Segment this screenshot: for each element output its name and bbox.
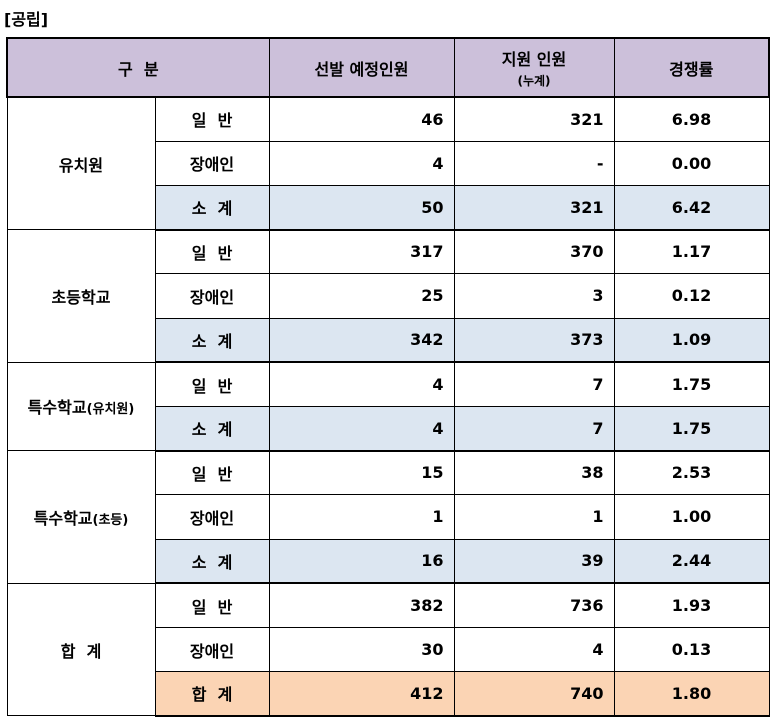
group-name-qualifier: (초등) bbox=[92, 512, 129, 528]
row-type: 일 반 bbox=[154, 582, 270, 628]
planned-count: 30 bbox=[268, 626, 455, 673]
competition-ratio: 6.98 bbox=[613, 96, 770, 142]
group-name: 특수학교 bbox=[33, 508, 93, 528]
table-row: 특수학교(초등) 일 반 15 38 2.53 bbox=[6, 450, 770, 584]
applicant-count: 736 bbox=[453, 582, 615, 628]
table-body: 유치원 일 반 46 321 6.98 장애인 4-0.00 소 계 50 321 6.42 초등학교… bbox=[6, 96, 770, 717]
row-type: 장애인 bbox=[154, 626, 270, 673]
planned-count: 412 bbox=[268, 671, 455, 717]
group-label: 초등학교 bbox=[6, 229, 156, 363]
table-row: 장애인 25 3 0.12 bbox=[7, 273, 770, 319]
planned-count: 16 bbox=[268, 538, 455, 585]
header-row: 구 분 선발 예정인원 지원 인원 (누계) 경쟁률 bbox=[6, 37, 770, 98]
group-label: 특수학교(초등) bbox=[6, 450, 156, 584]
competition-ratio: 1.17 bbox=[613, 229, 770, 275]
applicant-count: 373 bbox=[453, 317, 615, 364]
table-row: 합 계 412 740 1.80 bbox=[7, 671, 770, 717]
applicant-count: 38 bbox=[453, 450, 615, 496]
group-name: 합 계 bbox=[60, 641, 102, 661]
row-type: 소 계 bbox=[154, 405, 270, 452]
competition-ratio: 0.12 bbox=[613, 273, 770, 319]
table-row: 초등학교 일 반 317 370 1.17 bbox=[6, 229, 770, 363]
group-name: 특수학교 bbox=[27, 398, 87, 418]
planned-count: 50 bbox=[268, 184, 455, 231]
row-type: 일 반 bbox=[154, 96, 270, 142]
applicant-count: - bbox=[453, 140, 615, 186]
planned-count: 4 bbox=[268, 361, 455, 407]
competition-rate-table: 구 분 선발 예정인원 지원 인원 (누계) 경쟁률 유치원 일 반 46 321 6.… bbox=[6, 37, 770, 717]
planned-count: 382 bbox=[268, 582, 455, 628]
row-type: 장애인 bbox=[154, 140, 270, 186]
planned-count: 46 bbox=[268, 96, 455, 142]
planned-count: 25 bbox=[268, 273, 455, 319]
row-type: 합 계 bbox=[154, 671, 270, 717]
applicant-count: 3 bbox=[453, 273, 615, 319]
table-row: 장애인 4-0.00 bbox=[7, 140, 770, 186]
competition-ratio: 2.53 bbox=[613, 450, 770, 496]
group-name-qualifier: (유치원) bbox=[86, 402, 135, 418]
row-type: 소 계 bbox=[154, 317, 270, 364]
table-caption: [공립] bbox=[4, 10, 49, 29]
planned-count: 1 bbox=[268, 494, 455, 540]
competition-ratio: 1.75 bbox=[613, 405, 770, 452]
row-type: 일 반 bbox=[154, 229, 270, 275]
competition-ratio: 1.80 bbox=[613, 671, 770, 717]
header-planned: 선발 예정인원 bbox=[268, 37, 455, 98]
group-name: 유치원 bbox=[58, 155, 104, 175]
planned-count: 4 bbox=[268, 405, 455, 452]
applicant-count: 4 bbox=[453, 626, 615, 673]
table-row: 장애인 1 1 1.00 bbox=[7, 494, 770, 540]
competition-ratio: 0.13 bbox=[613, 626, 770, 673]
group-label: 합 계 bbox=[6, 582, 156, 717]
applicant-count: 370 bbox=[453, 229, 615, 275]
table-row: 합 계 일 반 382 736 1.93 bbox=[6, 582, 770, 717]
table-row: 소 계 16 39 2.44 bbox=[7, 538, 770, 585]
planned-count: 15 bbox=[268, 450, 455, 496]
table-row: 소 계 342 373 1.09 bbox=[7, 317, 770, 364]
header-applicants: 지원 인원 (누계) bbox=[453, 37, 615, 98]
competition-ratio: 0.00 bbox=[613, 140, 770, 186]
table-row: 유치원 일 반 46 321 6.98 bbox=[6, 96, 770, 231]
applicant-count: 740 bbox=[453, 671, 615, 717]
applicant-count: 39 bbox=[453, 538, 615, 585]
header-category: 구 분 bbox=[6, 37, 270, 98]
planned-count: 317 bbox=[268, 229, 455, 275]
applicant-count: 7 bbox=[453, 405, 615, 452]
row-type: 소 계 bbox=[154, 184, 270, 231]
group-name: 초등학교 bbox=[51, 287, 111, 307]
group-label: 유치원 bbox=[6, 96, 156, 231]
applicant-count: 321 bbox=[453, 184, 615, 231]
competition-ratio: 2.44 bbox=[613, 538, 770, 585]
row-type: 일 반 bbox=[154, 450, 270, 496]
planned-count: 342 bbox=[268, 317, 455, 364]
header-applicants-sub: (누계) bbox=[517, 74, 551, 88]
row-type: 장애인 bbox=[154, 273, 270, 319]
competition-ratio: 1.93 bbox=[613, 582, 770, 628]
applicant-count: 1 bbox=[453, 494, 615, 540]
table-row: 소 계 4 7 1.75 bbox=[7, 405, 770, 452]
header-ratio: 경쟁률 bbox=[613, 37, 770, 98]
header-applicants-label: 지원 인원 bbox=[501, 50, 567, 69]
competition-ratio: 1.09 bbox=[613, 317, 770, 364]
applicant-count: 321 bbox=[453, 96, 615, 142]
planned-count: 4 bbox=[268, 140, 455, 186]
competition-ratio: 1.00 bbox=[613, 494, 770, 540]
table-row: 특수학교(유치원) 일 반 4 7 1.75 bbox=[6, 361, 770, 452]
row-type: 일 반 bbox=[154, 361, 270, 407]
applicant-count: 7 bbox=[453, 361, 615, 407]
table-row: 장애인 30 4 0.13 bbox=[7, 626, 770, 673]
table-row: 소 계 50 321 6.42 bbox=[7, 184, 770, 231]
competition-ratio: 1.75 bbox=[613, 361, 770, 407]
group-label: 특수학교(유치원) bbox=[6, 361, 156, 452]
competition-ratio: 6.42 bbox=[613, 184, 770, 231]
row-type: 장애인 bbox=[154, 494, 270, 540]
row-type: 소 계 bbox=[154, 538, 270, 585]
